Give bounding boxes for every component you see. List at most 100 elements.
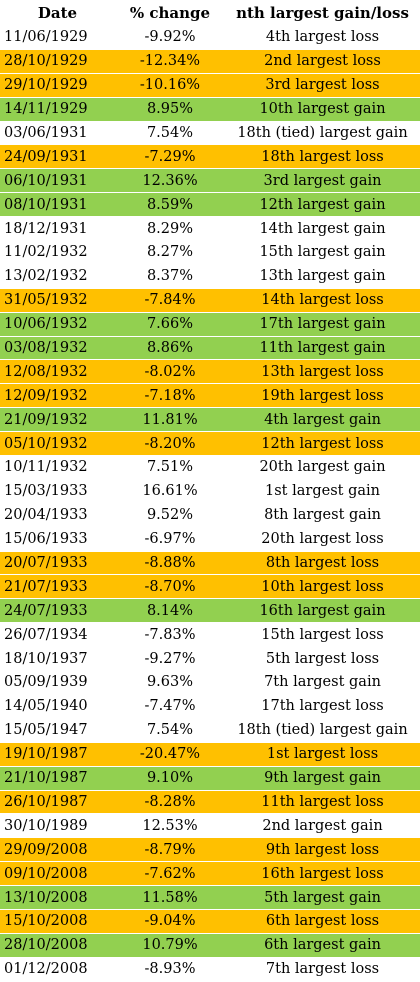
rank-cell: 11th largest gain: [225, 336, 420, 361]
table-row: 18/10/1937 -9.27% 5th largest loss: [0, 646, 420, 672]
date-cell: 01/12/2008: [0, 957, 115, 982]
date-cell: 12/08/1932: [0, 359, 115, 385]
rank-cell: 17th largest loss: [225, 694, 420, 719]
rank-cell: 13th largest loss: [225, 359, 420, 385]
rank-cell: 16th largest loss: [225, 861, 420, 887]
change-cell: -6.97%: [115, 527, 225, 552]
change-cell: -7.84%: [115, 288, 225, 313]
date-cell: 15/10/2008: [0, 909, 115, 934]
change-cell: 8.14%: [115, 598, 225, 624]
date-cell: 11/06/1929: [0, 26, 115, 50]
date-cell: 18/12/1931: [0, 216, 115, 242]
rank-cell: 8th largest loss: [225, 551, 420, 576]
header-rank: nth largest gain/loss: [236, 4, 409, 22]
table-row: 10/11/1932 7.51% 20th largest gain: [0, 455, 420, 480]
change-cell: 8.27%: [115, 240, 225, 265]
table-row: 05/10/1932 -8.20% 12th largest loss: [0, 431, 420, 457]
rank-cell: 18th largest loss: [225, 144, 420, 170]
table-row: 12/09/1932 -7.18% 19th largest loss: [0, 383, 420, 409]
date-cell: 10/11/1932: [0, 455, 115, 480]
change-cell: 7.54%: [115, 718, 225, 743]
table-row: 13/02/1932 8.37% 13th largest gain: [0, 264, 420, 289]
rank-cell: 14th largest loss: [225, 288, 420, 313]
rank-cell: 2nd largest gain: [225, 813, 420, 839]
change-cell: 11.81%: [115, 407, 225, 433]
change-cell: 7.54%: [115, 121, 225, 146]
change-cell: 8.37%: [115, 264, 225, 289]
table-header: Date % change nth largest gain/loss: [0, 0, 420, 26]
date-cell: 21/07/1933: [0, 574, 115, 600]
header-date: Date: [37, 4, 78, 22]
change-cell: 11.58%: [115, 885, 225, 910]
table-row: 28/10/2008 10.79% 6th largest gain: [0, 933, 420, 958]
table-row: 19/10/1987 -20.47% 1st largest loss: [0, 742, 420, 767]
rank-cell: 11th largest loss: [225, 790, 420, 815]
rank-cell: 9th largest loss: [225, 837, 420, 863]
date-cell: 03/08/1932: [0, 336, 115, 361]
table-row: 21/07/1933 -8.70% 10th largest loss: [0, 574, 420, 600]
table-row: 15/06/1933 -6.97% 20th largest loss: [0, 527, 420, 552]
rank-cell: 12th largest loss: [225, 431, 420, 457]
change-cell: 8.95%: [115, 97, 225, 122]
rank-cell: 4th largest gain: [225, 407, 420, 433]
rank-cell: 17th largest gain: [225, 312, 420, 337]
change-cell: 9.52%: [115, 503, 225, 528]
date-cell: 24/07/1933: [0, 598, 115, 624]
rank-cell: 18th (tied) largest gain: [225, 121, 420, 146]
date-cell: 13/10/2008: [0, 885, 115, 910]
table-row: 03/06/1931 7.54% 18th (tied) largest gain: [0, 121, 420, 146]
date-cell: 12/09/1932: [0, 383, 115, 409]
date-cell: 14/11/1929: [0, 97, 115, 122]
rank-cell: 7th largest loss: [225, 957, 420, 982]
rank-cell: 6th largest gain: [225, 933, 420, 958]
table-row: 15/03/1933 16.61% 1st largest gain: [0, 479, 420, 504]
change-cell: 9.63%: [115, 670, 225, 695]
table-row: 09/10/2008 -7.62% 16th largest loss: [0, 861, 420, 887]
rank-cell: 5th largest gain: [225, 885, 420, 910]
table-row: 01/12/2008 -8.93% 7th largest loss: [0, 957, 420, 982]
header-change: % change: [129, 4, 211, 22]
table-row: 20/04/1933 9.52% 8th largest gain: [0, 503, 420, 528]
rank-cell: 18th (tied) largest gain: [225, 718, 420, 743]
date-cell: 24/09/1931: [0, 144, 115, 170]
date-cell: 11/02/1932: [0, 240, 115, 265]
table-row: 14/11/1929 8.95% 10th largest gain: [0, 97, 420, 122]
rank-cell: 20th largest gain: [225, 455, 420, 480]
table-row: 29/10/1929 -10.16% 3rd largest loss: [0, 73, 420, 98]
date-cell: 30/10/1989: [0, 813, 115, 839]
table-row: 28/10/1929 -12.34% 2nd largest loss: [0, 49, 420, 74]
rank-cell: 3rd largest gain: [225, 168, 420, 194]
rank-cell: 1st largest loss: [225, 742, 420, 767]
table-row: 08/10/1931 8.59% 12th largest gain: [0, 192, 420, 218]
rank-cell: 10th largest loss: [225, 574, 420, 600]
table-row: 06/10/1931 12.36% 3rd largest gain: [0, 168, 420, 194]
table-row: 11/06/1929 -9.92% 4th largest loss: [0, 26, 420, 50]
date-cell: 21/10/1987: [0, 766, 115, 791]
rank-cell: 15th largest gain: [225, 240, 420, 265]
table-row: 30/10/1989 12.53% 2nd largest gain: [0, 813, 420, 839]
rank-cell: 4th largest loss: [225, 26, 420, 50]
rank-cell: 20th largest loss: [225, 527, 420, 552]
rank-cell: 15th largest loss: [225, 622, 420, 648]
table-row: 26/10/1987 -8.28% 11th largest loss: [0, 790, 420, 815]
change-cell: -8.70%: [115, 574, 225, 600]
change-cell: 9.10%: [115, 766, 225, 791]
date-cell: 31/05/1932: [0, 288, 115, 313]
date-cell: 26/10/1987: [0, 790, 115, 815]
rank-cell: 2nd largest loss: [225, 49, 420, 74]
table-row: 05/09/1939 9.63% 7th largest gain: [0, 670, 420, 695]
table-row: 13/10/2008 11.58% 5th largest gain: [0, 885, 420, 910]
rank-cell: 6th largest loss: [225, 909, 420, 934]
rank-cell: 19th largest loss: [225, 383, 420, 409]
date-cell: 28/10/2008: [0, 933, 115, 958]
change-cell: 8.59%: [115, 192, 225, 218]
date-cell: 08/10/1931: [0, 192, 115, 218]
date-cell: 09/10/2008: [0, 861, 115, 887]
change-cell: -8.93%: [115, 957, 225, 982]
rank-cell: 7th largest gain: [225, 670, 420, 695]
rank-cell: 16th largest gain: [225, 598, 420, 624]
change-cell: -10.16%: [115, 73, 225, 98]
date-cell: 10/06/1932: [0, 312, 115, 337]
rank-cell: 14th largest gain: [225, 216, 420, 242]
table-row: 11/02/1932 8.27% 15th largest gain: [0, 240, 420, 265]
